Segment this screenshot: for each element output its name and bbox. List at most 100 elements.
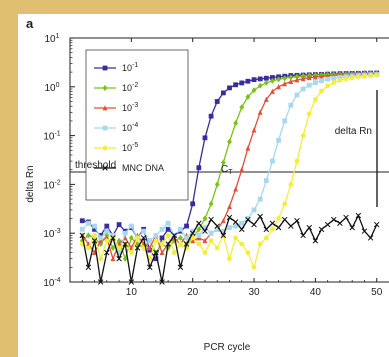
data-point [324,221,331,228]
ct-label: CT [221,164,233,176]
data-point [331,75,337,81]
data-point [92,249,97,256]
data-point [251,207,257,213]
data-point [276,216,281,221]
data-point [343,214,349,221]
data-point [177,264,184,271]
data-point [214,245,220,251]
data-point [245,216,251,221]
data-point [214,181,220,188]
data-point [147,245,153,251]
data-point [98,233,104,238]
data-point [233,82,239,88]
data-point [214,226,220,232]
data-point [171,250,177,256]
y-tick-label: 10-4 [43,277,60,289]
data-point [178,234,183,241]
data-point [270,226,275,232]
data-point [85,264,92,271]
data-point [226,214,233,221]
data-point [276,76,281,83]
data-point [251,221,257,228]
x-tick-label: 30 [248,287,260,298]
data-point [102,85,108,91]
data-point [312,238,319,244]
data-point [116,222,122,228]
data-point [92,226,97,232]
data-point [312,97,318,102]
data-point [128,223,134,229]
data-point [239,241,245,247]
data-point [128,234,134,241]
threshold-label: threshold [75,160,116,171]
data-point [270,75,275,80]
data-point [306,74,312,81]
data-point [196,241,202,247]
data-point [362,73,367,79]
data-point [294,92,300,98]
data-point [190,228,196,234]
series-6 [79,212,380,285]
data-point [270,77,275,84]
data-point [92,233,97,238]
data-point [116,237,122,244]
data-point [183,241,190,247]
data-point [159,241,165,247]
data-point [220,90,226,96]
data-point [208,230,214,236]
data-point [257,213,263,220]
data-point [171,232,178,239]
data-point [319,88,324,94]
data-point [208,216,214,223]
data-point [135,235,140,241]
data-point [98,237,104,244]
data-point [288,223,294,229]
data-point [190,237,196,244]
data-point [116,250,122,256]
series-layer [79,70,380,285]
data-point [276,84,281,90]
data-point [245,216,251,223]
data-point [86,220,91,226]
data-point [337,220,343,226]
data-point [102,165,108,171]
data-point [239,80,245,86]
data-point [232,219,239,225]
data-point [153,249,159,256]
data-point [251,127,257,133]
data-point [116,255,122,262]
data-point [331,216,337,223]
panel-label: a [26,16,34,31]
data-point [98,256,104,262]
data-point [92,223,97,229]
data-point [134,245,141,251]
data-point [190,235,196,241]
y-tick-label: 10-3 [43,228,60,240]
data-point [251,87,257,94]
data-point [202,135,208,141]
data-point [141,228,147,234]
data-point [300,232,306,239]
x-tick-label: 50 [371,287,383,298]
data-point [233,186,239,192]
data-point [239,226,245,233]
data-point [368,73,373,78]
legend-label: 10-5 [122,142,138,153]
y-tick-label: 10-1 [43,131,60,143]
data-point [349,75,355,81]
data-point [102,145,108,151]
x-axis-title: PCR cycle [204,342,251,353]
data-point [220,217,226,224]
data-point [282,75,288,82]
legend-label: 10-2 [122,82,138,93]
data-point [227,203,232,210]
data-point [202,215,208,222]
data-point [184,223,189,229]
y-tick-label: 10-2 [43,179,60,191]
data-point [208,113,214,119]
data-point [355,212,362,219]
data-point [79,218,85,224]
data-point [122,255,128,262]
data-point [361,228,368,234]
